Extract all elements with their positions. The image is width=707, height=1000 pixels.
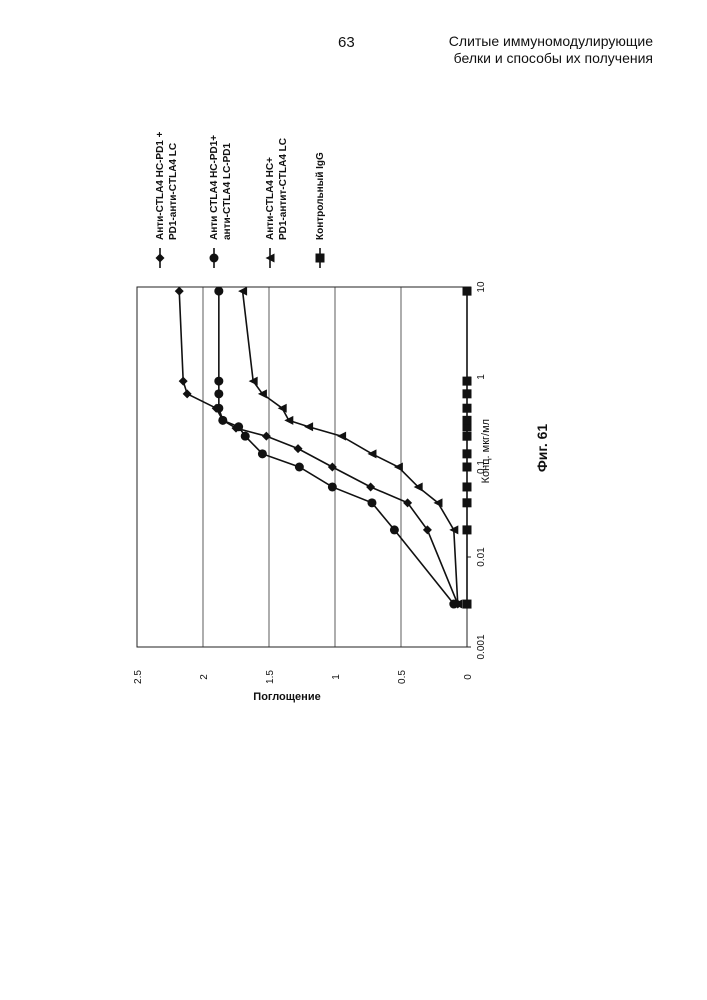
data-point	[294, 444, 303, 453]
y-tick-label: 2	[199, 674, 210, 680]
data-point	[463, 482, 472, 491]
data-point	[262, 432, 271, 441]
data-point	[214, 404, 223, 413]
x-tick-label: 0.001	[476, 634, 487, 659]
data-point	[394, 463, 403, 472]
data-point	[304, 422, 313, 431]
data-point	[214, 377, 223, 386]
data-point	[295, 463, 304, 472]
data-point	[463, 389, 472, 398]
y-tick-label: 1.5	[265, 670, 276, 684]
data-point	[328, 463, 337, 472]
data-point	[463, 287, 472, 296]
legend-marker	[316, 254, 325, 263]
data-point	[463, 525, 472, 534]
data-point	[284, 416, 293, 425]
data-point	[214, 287, 223, 296]
data-point	[367, 449, 376, 458]
series-line-2	[219, 291, 454, 604]
y-tick-label: 2.5	[133, 670, 144, 684]
data-point	[328, 482, 337, 491]
data-point	[463, 498, 472, 507]
data-point	[234, 422, 243, 431]
legend-marker	[210, 254, 219, 263]
data-point	[463, 463, 472, 472]
y-tick-label: 0.5	[397, 670, 408, 684]
data-point	[367, 498, 376, 507]
figure-caption: Фиг. 61	[534, 424, 550, 473]
legend-label: Анти-CTLA4 HC+	[265, 157, 276, 240]
data-point	[175, 287, 184, 296]
x-tick-label: 1	[476, 374, 487, 380]
data-point	[463, 449, 472, 458]
data-point	[463, 377, 472, 386]
data-point	[366, 482, 375, 491]
series-line-3	[243, 291, 458, 604]
legend-label: Анти-CTLA4 HC-PD1 +	[155, 131, 166, 240]
y-tick-label: 1	[331, 674, 342, 680]
data-point	[463, 600, 472, 609]
data-point	[179, 377, 188, 386]
data-point	[463, 404, 472, 413]
y-tick-label: 0	[463, 674, 474, 680]
data-point	[214, 389, 223, 398]
legend-label: Контрольный IgG	[315, 152, 326, 240]
data-point	[258, 449, 267, 458]
data-point	[218, 416, 227, 425]
legend-label: анти-CTLA4 LC-PD1	[222, 142, 233, 240]
data-point	[463, 416, 472, 425]
legend-label: PD1-антит-CTLA4 LC	[278, 138, 289, 240]
legend-label: Анти CTLA4 HC-PD1+	[209, 135, 220, 240]
data-point	[390, 525, 399, 534]
data-point	[241, 432, 250, 441]
data-point	[463, 432, 472, 441]
data-point	[337, 432, 346, 441]
x-axis-title: Конц. мкг/мл	[480, 419, 492, 483]
legend-label: PD1-анти-CTLA4 LC	[168, 143, 179, 240]
data-point	[183, 389, 192, 398]
x-tick-label: 10	[476, 281, 487, 293]
x-tick-label: 0.01	[476, 547, 487, 567]
legend-marker	[156, 254, 165, 263]
y-axis-title: Поглощение	[253, 691, 320, 703]
